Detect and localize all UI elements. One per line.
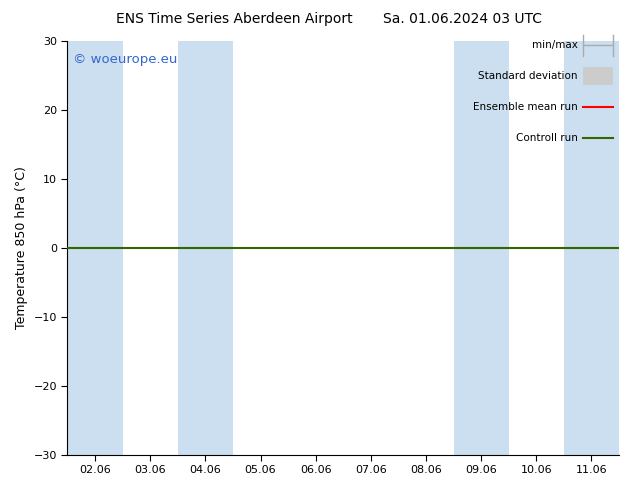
Text: © woeurope.eu: © woeurope.eu: [73, 53, 178, 67]
Text: Sa. 01.06.2024 03 UTC: Sa. 01.06.2024 03 UTC: [384, 12, 542, 26]
Bar: [564, 41, 619, 455]
Bar: [453, 41, 508, 455]
Text: Standard deviation: Standard deviation: [478, 71, 578, 81]
Text: Controll run: Controll run: [516, 133, 578, 143]
Text: min/max: min/max: [532, 40, 578, 50]
Bar: [583, 67, 614, 85]
Y-axis label: Temperature 850 hPa (°C): Temperature 850 hPa (°C): [15, 167, 28, 329]
Bar: [67, 41, 122, 455]
Text: ENS Time Series Aberdeen Airport: ENS Time Series Aberdeen Airport: [116, 12, 353, 26]
Text: Ensemble mean run: Ensemble mean run: [473, 102, 578, 112]
Bar: [178, 41, 233, 455]
